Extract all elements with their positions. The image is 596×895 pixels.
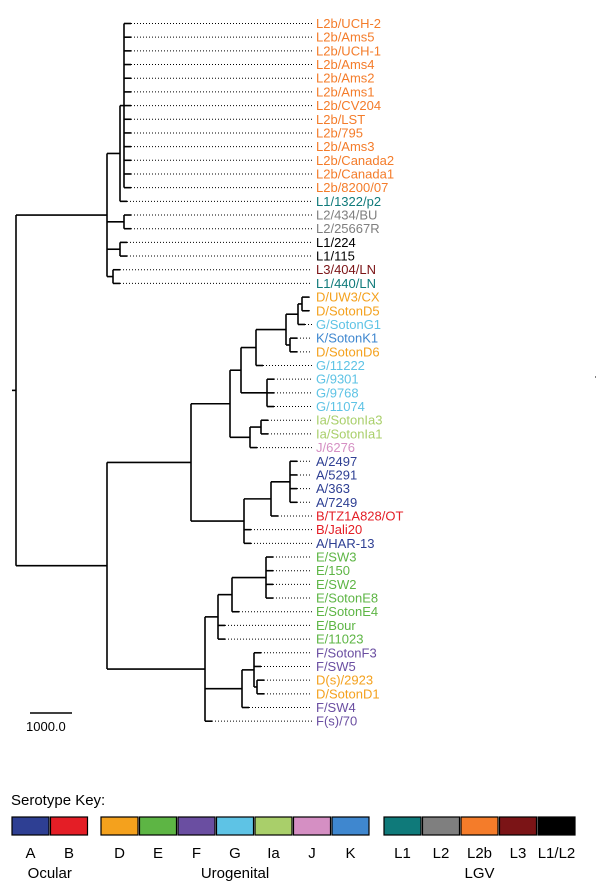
serotype-swatch [100,816,139,836]
leaf-label: E/150 [316,563,350,578]
serotype-letter: F [192,845,201,862]
serotype-letter: D [114,845,125,862]
leaf-label: L2/434/BU [316,208,377,223]
serotype-group-label: Urogenital [201,865,269,882]
leaf-label: A/HAR-13 [316,536,375,551]
leaf-label: L2b/Canada1 [316,166,394,181]
serotype-letter: E [153,845,163,862]
leaf-label: B/Jali20 [316,522,362,537]
serotype-letter: G [229,845,241,862]
leaf-label: E/SW3 [316,550,356,565]
serotype-key-swatches [11,816,576,836]
leaf-label: A/2497 [316,454,357,469]
leaf-label: D/UW3/CX [316,290,380,305]
leaf-label: L2b/UCH-1 [316,43,381,58]
leaf-label: L2b/Canada2 [316,153,394,168]
serotype-letter: J [308,845,316,862]
serotype-swatch [331,816,370,836]
leaf-label: F/SW5 [316,659,356,674]
serotype-swatch [383,816,422,836]
serotype-letter: Ia [267,845,280,862]
scale-bar: 1000.0 [26,712,72,734]
leaf-label: D(s)/2923 [316,673,373,688]
leaf-labels: L2b/UCH-2L2b/Ams5L2b/UCH-1L2b/Ams4L2b/Am… [316,16,403,729]
leaf-label: G/SotonG1 [316,317,381,332]
leaf-label: K/SotonK1 [316,331,378,346]
leaf-label: L2b/Ams3 [316,139,375,154]
serotype-letter: K [345,845,355,862]
leaf-label: E/SotonE4 [316,604,378,619]
serotype-swatch [138,816,178,836]
serotype-swatch [537,816,576,836]
leaf-connector-lines [120,23,312,722]
leaf-label: G/11074 [316,399,365,414]
leaf-label: E/Bour [316,618,356,633]
leaf-label: L2b/UCH-2 [316,16,381,31]
serotype-swatch [421,816,461,836]
serotype-group-label: LGV [464,865,494,882]
leaf-label: L2b/Ams4 [316,57,375,72]
serotype-key-title: Serotype Key: [11,792,105,809]
leaf-label: Ia/SotonIa1 [316,426,383,441]
leaf-label: B/TZ1A828/OT [316,508,403,523]
leaf-label: A/5291 [316,467,357,482]
leaf-label: G/9768 [316,385,359,400]
leaf-label: F/SW4 [316,700,356,715]
leaf-label: L1/224 [316,235,356,250]
leaf-label: E/11023 [316,632,363,647]
leaf-label: E/SotonE8 [316,591,378,606]
leaf-label: D/SotonD1 [316,686,380,701]
serotype-swatch [177,816,216,836]
leaf-label: L2b/795 [316,125,363,140]
serotype-swatch [460,816,499,836]
serotype-letter: L2 [433,845,450,862]
leaf-label: L2b/LST [316,112,365,127]
leaf-label: A/363 [316,481,350,496]
leaf-label: L2/25667R [316,221,380,236]
serotype-letter: L3 [510,845,527,862]
leaf-label: L1/440/LN [316,276,376,291]
serotype-key: Serotype Key: A B D E F G Ia J K L1 L2 L2b L3 L1/L2 O… [11,792,576,882]
serotype-swatch [292,816,332,836]
leaf-label: L1/1322/p2 [316,194,381,209]
tree-branches [12,22,309,722]
leaf-label: D/SotonD6 [316,344,380,359]
serotype-letter: L1/L2 [538,845,576,862]
serotype-swatch [11,816,50,836]
leaf-label: A/7249 [316,495,357,510]
scale-bar-label: 1000.0 [26,719,66,734]
leaf-label: L2b/Ams2 [316,71,375,86]
leaf-label: L2b/CV204 [316,98,381,113]
serotype-letter: A [25,845,35,862]
serotype-letter: L2b [467,845,492,862]
leaf-label: F/SotonF3 [316,645,377,660]
serotype-key-groups: Ocular Urogenital LGV [28,865,495,882]
serotype-key-letters: A B D E F G Ia J K L1 L2 L2b L3 L1/L2 [25,845,575,862]
leaf-label: G/9301 [316,372,359,387]
leaf-label: L3/404/LN [316,262,376,277]
leaf-label: E/SW2 [316,577,356,592]
leaf-label: L2b/Ams5 [316,30,375,45]
serotype-letter: L1 [394,845,411,862]
serotype-swatch [254,816,293,836]
leaf-label: J/6276 [316,440,355,455]
leaf-label: Ia/SotonIa3 [316,413,383,428]
serotype-letter: B [64,845,74,862]
leaf-label: D/SotonD5 [316,303,380,318]
leaf-label: L2b/8200/07 [316,180,388,195]
serotype-swatch [215,816,255,836]
serotype-swatch [49,816,89,836]
leaf-label: F(s)/70 [316,714,357,729]
serotype-swatch [498,816,538,836]
serotype-group-label: Ocular [28,865,72,882]
leaf-label: L2b/Ams1 [316,84,375,99]
leaf-label: L1/115 [316,249,355,264]
leaf-label: G/11222 [316,358,365,373]
